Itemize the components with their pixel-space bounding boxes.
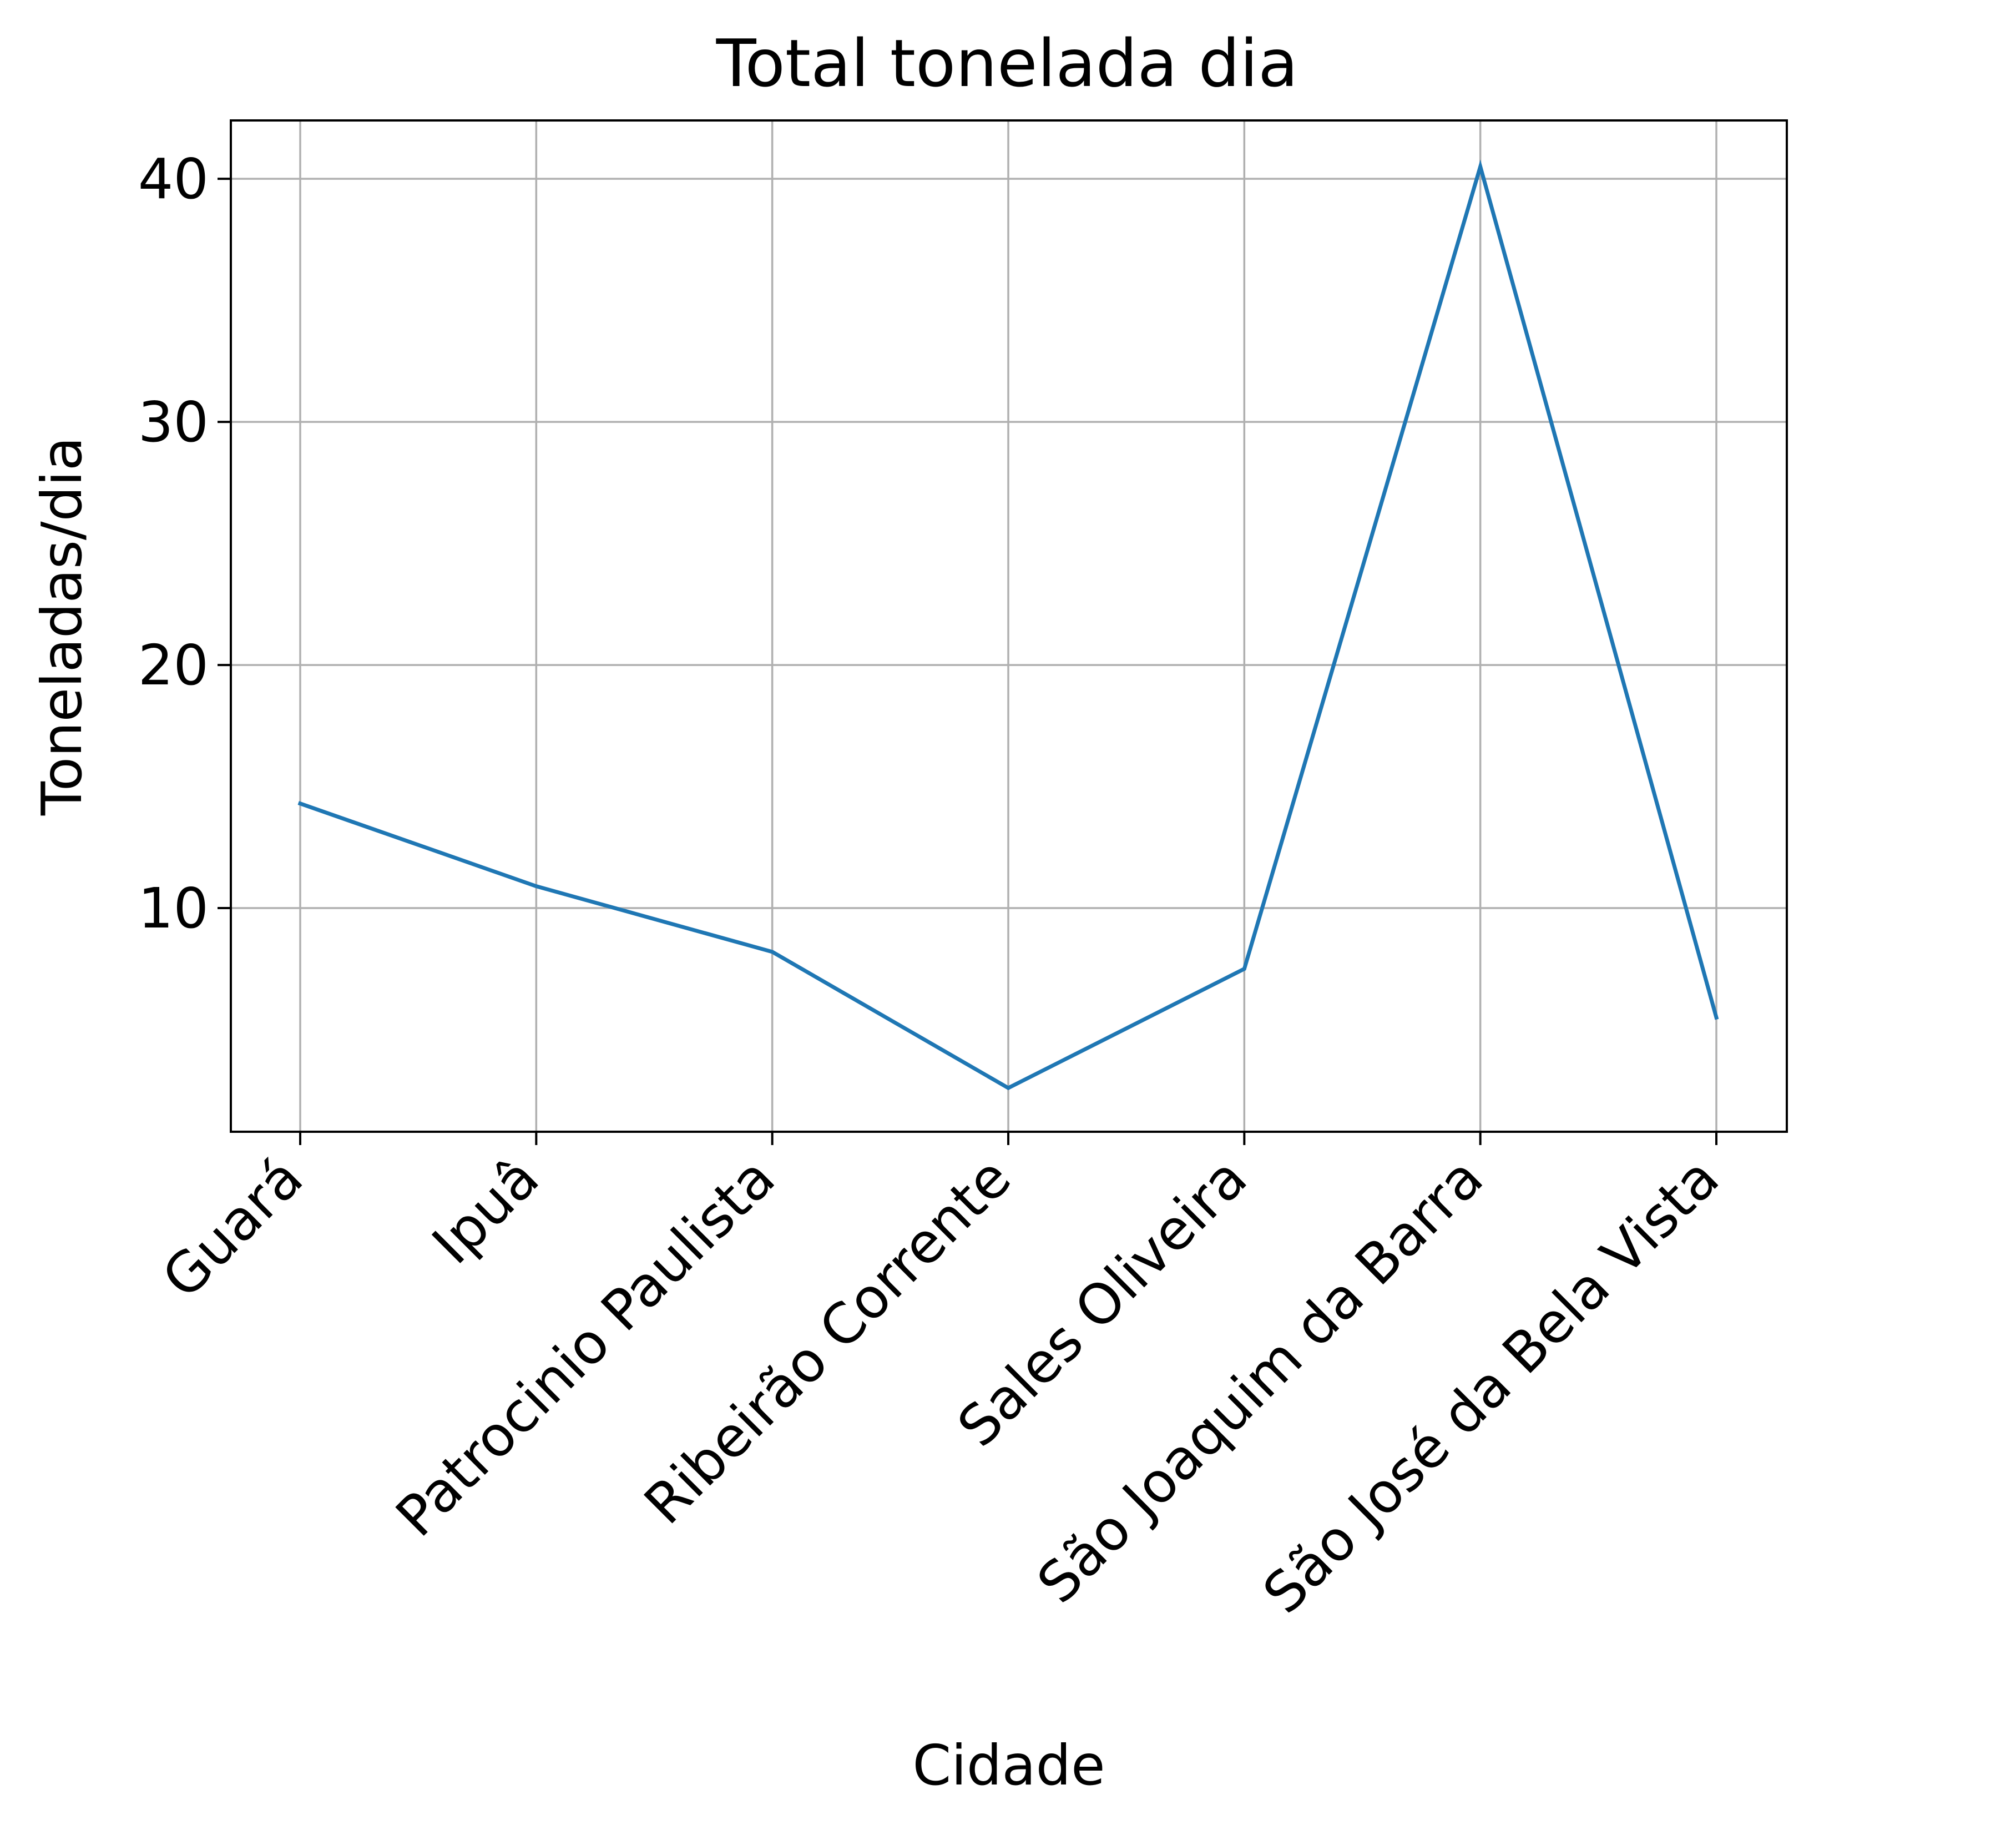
y-tick-label: 40 bbox=[138, 147, 209, 211]
y-tick-label: 30 bbox=[138, 390, 209, 455]
x-tick-label: São Joaquim da Barra bbox=[1025, 1145, 1495, 1616]
y-tick-label: 10 bbox=[138, 876, 209, 941]
x-tick-label: Ipuâ bbox=[420, 1145, 552, 1277]
chart-title: Total tonelada dia bbox=[716, 25, 1298, 102]
series-layer bbox=[297, 159, 1719, 1091]
x-axis-label: Cidade bbox=[912, 1733, 1105, 1798]
data-point bbox=[300, 803, 301, 804]
data-point bbox=[1716, 1017, 1717, 1018]
x-tick-label: Guará bbox=[150, 1145, 315, 1310]
x-tick-label: São José da Bela Vista bbox=[1251, 1145, 1731, 1626]
y-axis-label: Toneladas/dia bbox=[29, 437, 94, 816]
y-tick-label: 20 bbox=[138, 633, 209, 698]
grid bbox=[231, 120, 1787, 1132]
